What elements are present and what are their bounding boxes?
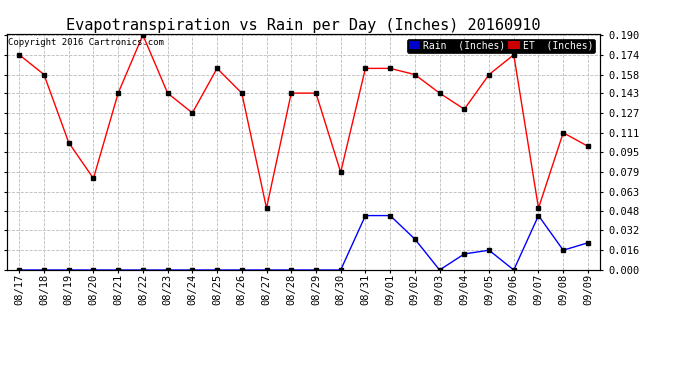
Text: Copyright 2016 Cartronics.com: Copyright 2016 Cartronics.com — [8, 39, 164, 48]
Legend: Rain  (Inches), ET  (Inches): Rain (Inches), ET (Inches) — [406, 39, 595, 53]
Title: Evapotranspiration vs Rain per Day (Inches) 20160910: Evapotranspiration vs Rain per Day (Inch… — [66, 18, 541, 33]
